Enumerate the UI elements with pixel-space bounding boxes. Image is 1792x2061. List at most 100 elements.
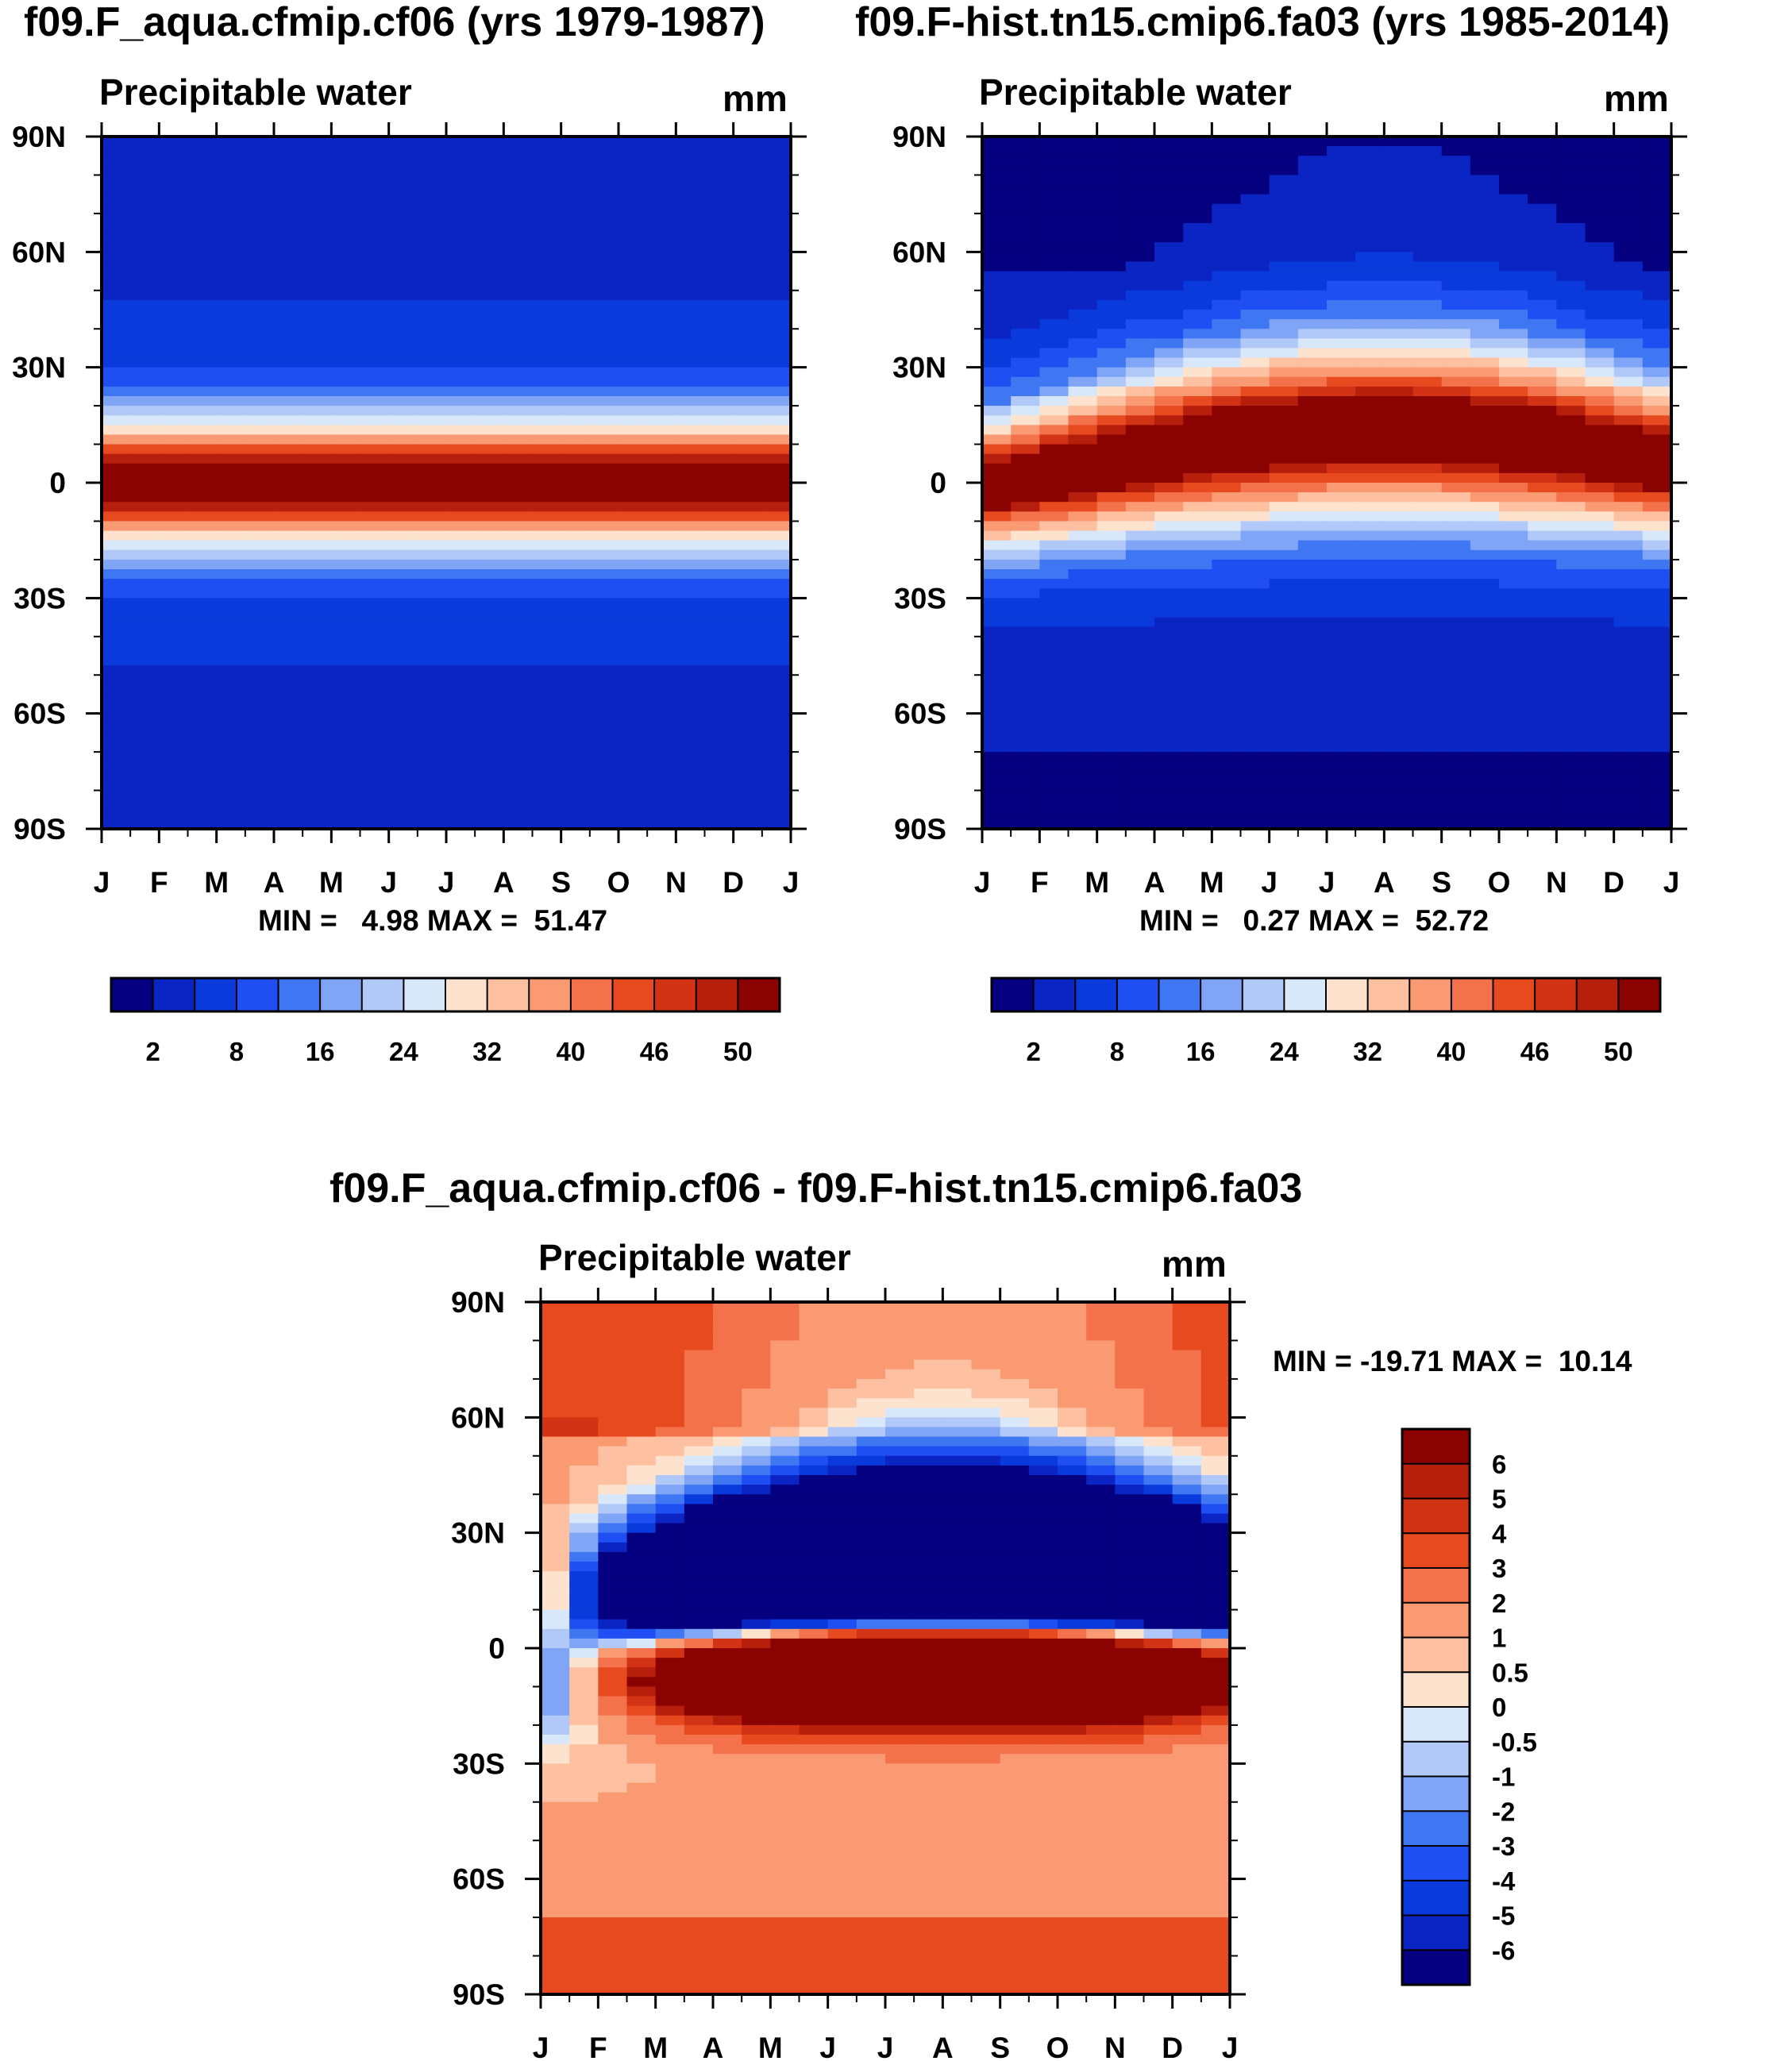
heatmap-cell <box>676 722 706 734</box>
heatmap-cell <box>885 1581 915 1591</box>
heatmap-cell <box>532 165 563 175</box>
heatmap-cell <box>1355 521 1385 532</box>
heatmap-cell <box>742 1436 772 1447</box>
heatmap-cell <box>1183 675 1213 685</box>
heatmap-cell <box>417 376 448 387</box>
heatmap-cell <box>1125 406 1156 416</box>
heatmap-cell <box>159 376 189 387</box>
heatmap-cell <box>1200 1369 1230 1380</box>
heatmap-cell <box>619 146 649 156</box>
heatmap-cell <box>1154 559 1185 570</box>
heatmap-cell <box>446 607 476 618</box>
heatmap-cell <box>102 569 132 580</box>
heatmap-cell <box>713 1696 743 1707</box>
heatmap-cell <box>799 1562 830 1572</box>
heatmap-cell <box>856 1562 887 1572</box>
heatmap-cell <box>684 1494 715 1504</box>
heatmap-cell <box>216 434 247 445</box>
heatmap-cell <box>1125 809 1156 820</box>
heatmap-cell <box>1039 588 1069 599</box>
heatmap-cell <box>102 463 132 474</box>
heatmap-cell <box>589 780 620 792</box>
heatmap-cell <box>331 175 361 186</box>
heatmap-cell <box>360 559 391 570</box>
heatmap-cell <box>914 1648 944 1658</box>
heatmap-cell <box>619 521 649 532</box>
heatmap-cell <box>1384 675 1414 685</box>
heatmap-cell <box>914 1532 944 1543</box>
heatmap-cell <box>770 1811 800 1822</box>
heatmap-cell <box>1327 761 1357 772</box>
heatmap-cell <box>799 1542 830 1553</box>
colorbar-label: 40 <box>1437 1037 1466 1066</box>
heatmap-cell <box>827 1744 858 1755</box>
heatmap-cell <box>619 271 649 282</box>
heatmap-cell <box>417 367 448 378</box>
heatmap-cell <box>676 146 706 156</box>
heatmap-cell <box>1297 598 1328 608</box>
heatmap-cell <box>417 290 448 301</box>
heatmap-cell <box>1528 694 1558 705</box>
heatmap-cell <box>655 1724 686 1735</box>
heatmap-cell <box>1068 338 1099 349</box>
heatmap-cell <box>417 559 448 570</box>
colorbar-label: 24 <box>1270 1037 1299 1066</box>
heatmap-cell <box>770 1581 800 1591</box>
heatmap-cell <box>1200 1696 1230 1707</box>
heatmap-cell <box>1297 511 1328 522</box>
heatmap-cell <box>1200 1485 1230 1495</box>
heatmap-cell <box>589 598 620 608</box>
heatmap-cell <box>1096 492 1127 503</box>
heatmap-cell <box>1269 799 1300 811</box>
heatmap-cell <box>216 310 247 320</box>
heatmap-cell <box>1125 732 1156 743</box>
heatmap-cell <box>1115 1686 1145 1697</box>
heatmap-cell <box>655 1590 686 1601</box>
heatmap-cell <box>102 242 132 252</box>
heatmap-cell <box>1297 742 1328 753</box>
heatmap-cell <box>1011 252 1041 262</box>
heatmap-cell <box>885 1562 915 1572</box>
heatmap-cell <box>1125 752 1156 762</box>
heatmap-cell <box>1183 338 1213 349</box>
heatmap-cell <box>1556 809 1586 820</box>
heatmap-cell <box>647 521 677 532</box>
heatmap-cell <box>1172 1763 1203 1774</box>
heatmap-cell <box>102 472 132 483</box>
heatmap-cell <box>1143 1744 1174 1755</box>
heatmap-cell <box>1240 146 1271 156</box>
heatmap-cell <box>1269 540 1300 551</box>
heatmap-cell <box>1028 1686 1059 1697</box>
heatmap-cell <box>475 549 505 561</box>
heatmap-cell <box>885 1609 915 1620</box>
heatmap-cell <box>1068 453 1099 464</box>
heatmap-cell <box>619 675 649 685</box>
heatmap-cell <box>626 1369 657 1380</box>
colorbar-label: 16 <box>1186 1037 1216 1066</box>
heatmap-cell <box>1115 1551 1145 1562</box>
heatmap-cell <box>216 348 247 359</box>
heatmap-cell <box>102 252 132 262</box>
heatmap-cell <box>1556 453 1586 464</box>
heatmap-cell <box>1086 1648 1116 1658</box>
heatmap-cell <box>1642 761 1671 772</box>
colorbar-box <box>528 977 572 1012</box>
heatmap-cell <box>619 790 649 801</box>
heatmap-cell <box>1183 194 1213 205</box>
heatmap-cell <box>1470 252 1501 262</box>
heatmap-cell <box>1028 1408 1059 1418</box>
heatmap-cell <box>1212 713 1242 724</box>
heatmap-cell <box>770 1331 800 1341</box>
heatmap-cell <box>1642 492 1671 503</box>
heatmap-cell <box>914 1744 944 1755</box>
heatmap-cell <box>647 376 677 387</box>
heatmap-cell <box>713 1571 743 1581</box>
heatmap-cell <box>713 1331 743 1341</box>
heatmap-cell <box>1642 310 1671 320</box>
heatmap-cell <box>561 530 592 541</box>
heatmap-cell <box>503 146 534 156</box>
heatmap-cell <box>1412 790 1443 801</box>
heatmap-cell <box>245 376 276 387</box>
heatmap-cell <box>684 1619 715 1630</box>
heatmap-cell <box>799 1811 830 1822</box>
